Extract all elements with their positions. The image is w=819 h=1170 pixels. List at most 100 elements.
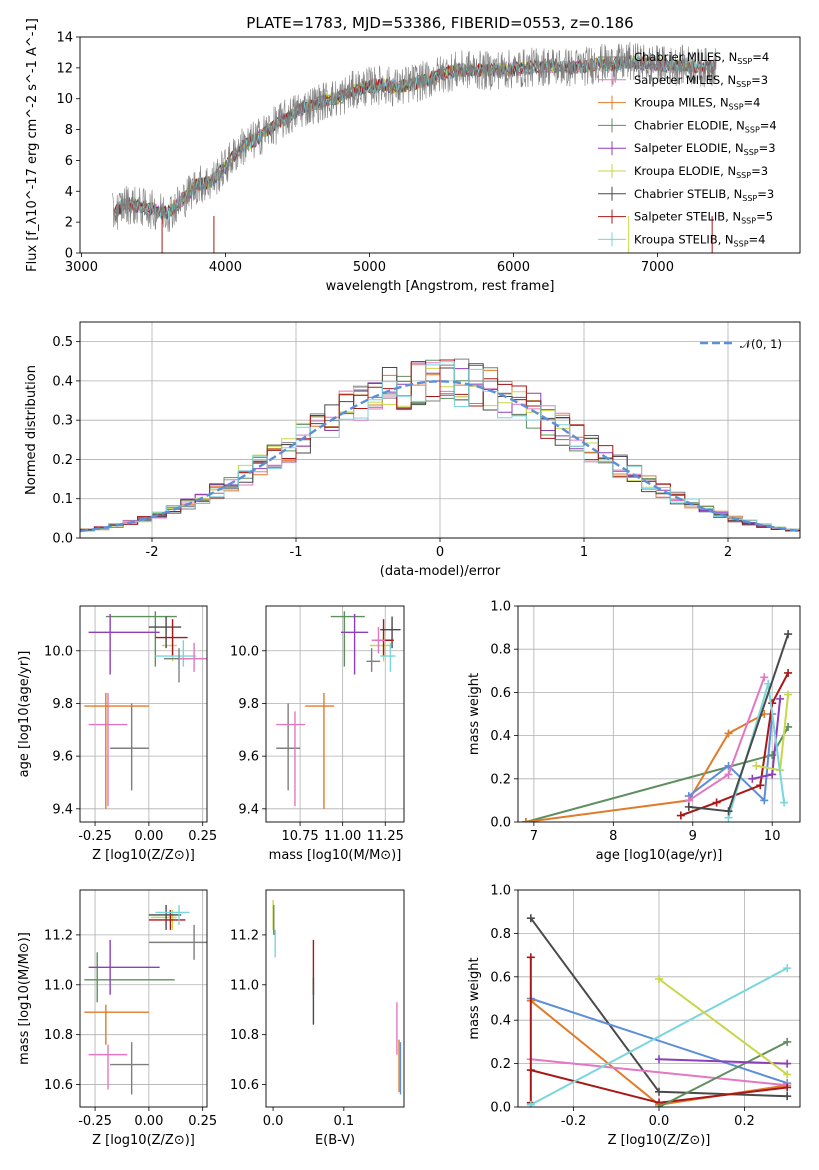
legend-item: Chabrier ELODIE, NSSP=4 (598, 118, 777, 134)
legend-count: =4 (744, 96, 761, 110)
axes-frame (517, 889, 801, 1108)
y-tick-label: 0.0 (490, 1101, 511, 1116)
error-bar-point (88, 1044, 128, 1090)
x-tick-label: 0.25 (188, 1114, 217, 1129)
axes-frame (79, 321, 801, 539)
axes-mass-vs-Z: -0.25 0.00 0.25 10.6 10.8 11.0 11.2 Z [log10(Z/… (17, 889, 217, 1148)
x-tick-label: 0 (436, 545, 444, 560)
weight-marker (784, 690, 793, 699)
weight-marker (780, 798, 789, 807)
x-tick-label: 0.25 (188, 829, 217, 844)
x-axis-label: Z [log10(Z/Z⊙)] (608, 1133, 711, 1148)
y-tick-label: 0.4 (52, 374, 73, 389)
y-tick-label: 10.0 (230, 644, 259, 659)
error-bar-point (276, 703, 301, 791)
y-tick-label: 0.5 (52, 335, 73, 350)
legend-item: Kroupa ELODIE, NSSP=3 (598, 164, 768, 180)
legend-count: =4 (749, 232, 766, 246)
weight-marker (783, 1070, 792, 1079)
weight-marker (655, 1087, 663, 1096)
weight-line (530, 967, 788, 1106)
y-tick-label: 0.6 (490, 970, 511, 985)
legend-label: Chabrier MILES, NSSP=4 (634, 50, 769, 66)
plot-area (80, 358, 800, 533)
weight-line (658, 1058, 788, 1065)
weight-marker (655, 974, 663, 983)
plot-area (276, 611, 401, 809)
weight-marker (783, 1037, 792, 1046)
axes-frame (517, 605, 801, 823)
weight-line (688, 713, 774, 803)
x-tick-label: 0.2 (734, 1114, 755, 1129)
y-tick-label: 9.8 (238, 697, 259, 712)
weight-marker (724, 729, 733, 738)
legend-subscript: SSP (741, 217, 756, 226)
axes-age-vs-Z: -0.25 0.00 0.25 9.4 9.6 9.8 10.0 Z [log10(Z/Z⊙)… (17, 605, 217, 863)
legend-item: Salpeter STELIB, NSSP=5 (598, 209, 773, 226)
x-tick-label: 11.00 (324, 829, 361, 844)
legend-label: 𝒩(0, 1) (740, 337, 782, 351)
x-tick-label: 10 (764, 829, 781, 844)
error-bar-point (105, 611, 177, 667)
y-tick-label: 2 (65, 216, 73, 231)
weight-marker (783, 1083, 792, 1092)
legend-item: Kroupa STELIB, NSSP=4 (598, 232, 765, 248)
legend-count: =3 (759, 141, 776, 155)
weight-line (658, 978, 788, 1076)
axes-frame (265, 605, 405, 823)
legend-subscript: SSP (736, 80, 751, 89)
legend-count: =4 (760, 118, 777, 132)
legend-count: =4 (752, 50, 769, 64)
weight-marker (776, 694, 785, 703)
weight-line (530, 1058, 788, 1087)
x-axis-label: Z [log10(Z/Z⊙)] (92, 848, 195, 863)
weight-marker (521, 818, 530, 822)
spectrum-legend: Chabrier MILES, NSSP=4 Salpeter MILES, NS… (598, 50, 777, 248)
error-bar-point (155, 904, 190, 925)
weight-marker (676, 811, 685, 820)
y-tick-label: 10.0 (44, 644, 73, 659)
error-bar-point (148, 924, 207, 960)
weight-series (684, 710, 777, 805)
y-tick-label: 11.2 (230, 928, 259, 943)
legend-label: Kroupa MILES, NSSP=4 (634, 96, 760, 112)
legend-item: Salpeter MILES, NSSP=3 (598, 72, 768, 89)
y-tick-label: 0.6 (490, 686, 511, 701)
weight-marker (748, 774, 757, 783)
y-tick-label: 0.8 (490, 643, 511, 658)
y-tick-label: 9.6 (52, 750, 73, 765)
y-tick-label: 0.4 (490, 1014, 511, 1029)
x-tick-label: 7000 (641, 260, 674, 275)
legend-subscript: SSP (737, 57, 752, 66)
weight-marker (752, 761, 761, 770)
y-tick-label: 0.2 (52, 453, 73, 468)
y-tick-label: 0.1 (52, 492, 73, 507)
y-axis-label: mass weight (467, 673, 482, 755)
weight-marker (655, 1055, 663, 1064)
x-axis-label: wavelength [Angstrom, rest frame] (326, 279, 555, 294)
weight-marker (724, 807, 733, 816)
y-tick-label: 11.2 (44, 928, 73, 943)
error-bar-point (88, 613, 160, 675)
weight-marker (712, 798, 721, 807)
x-tick-label: -0.25 (78, 1114, 112, 1129)
x-tick-label: 10.75 (281, 829, 318, 844)
x-tick-label: -1 (290, 545, 303, 560)
x-axis-label: Z [log10(Z/Z⊙)] (92, 1133, 195, 1148)
weight-marker (684, 802, 693, 811)
error-bar-point (110, 1042, 149, 1095)
weight-series (526, 914, 792, 1101)
y-tick-label: 4 (65, 185, 73, 200)
weight-marker (756, 781, 765, 790)
y-axis-label: Normed distribution (24, 365, 39, 495)
weight-series (748, 694, 785, 783)
y-tick-label: 0.0 (490, 816, 511, 831)
x-tick-label: 0.1 (334, 1114, 355, 1129)
y-tick-label: 9.6 (238, 750, 259, 765)
x-tick-label: 11.25 (367, 829, 404, 844)
weight-marker (760, 673, 769, 682)
weight-marker (526, 914, 535, 923)
y-tick-label: 8 (65, 123, 73, 138)
residual-legend: 𝒩(0, 1) (700, 337, 782, 351)
